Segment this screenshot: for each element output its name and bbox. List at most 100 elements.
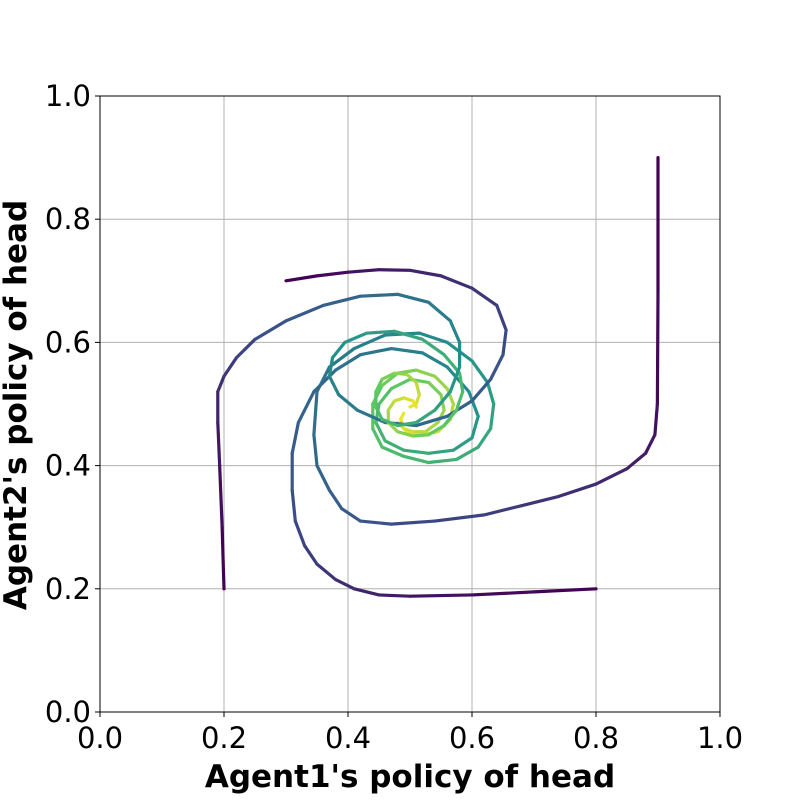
trajectory-segment [427, 423, 446, 437]
x-tick-label: 1.0 [697, 721, 743, 755]
trajectory-segment [414, 393, 421, 406]
trajectory-segment [343, 331, 369, 344]
trajectory-segment [454, 445, 480, 462]
trajectory-segment [470, 377, 493, 403]
trajectory-segment [445, 365, 471, 394]
trajectory-segment [396, 430, 415, 438]
trajectory-segment [374, 377, 384, 394]
trajectory-segment [458, 371, 465, 394]
grid [99, 95, 721, 713]
trajectory-segment [408, 268, 443, 278]
x-axis-label: Agent1's policy of head [205, 759, 615, 795]
trajectory-segment [380, 371, 400, 388]
x-tick-label: 0.4 [325, 721, 371, 755]
trajectory-segment [594, 467, 629, 486]
trajectory-segment [489, 402, 496, 431]
trajectory-segment [303, 544, 319, 566]
y-tick-label: 0.4 [45, 449, 91, 483]
trajectory-segment [293, 519, 307, 548]
trajectory-segment [389, 346, 424, 355]
trajectory-segment [454, 390, 465, 412]
trajectory-segment [451, 436, 474, 452]
trajectory-segment [482, 504, 524, 517]
y-axis-ticks: 0.0 0.2 0.4 0.6 0.8 1.0 [45, 79, 100, 729]
trajectory-segment [470, 359, 490, 385]
trajectory-segment [408, 402, 418, 409]
trajectory-segment [643, 433, 657, 455]
trajectory-segment [423, 420, 440, 434]
trajectory-segment [358, 519, 393, 526]
trajectory-segment [380, 445, 406, 458]
trajectory-segment [383, 439, 406, 452]
trajectory-segment [315, 562, 338, 582]
trajectory-segment [377, 387, 393, 406]
trajectory-segment [327, 346, 356, 369]
x-tick-label: 0.8 [573, 721, 619, 755]
plot-frame [99, 95, 721, 713]
trajectory-segment [218, 464, 224, 529]
trajectory-segment [519, 494, 561, 508]
trajectory-segment [374, 405, 384, 421]
trajectory-segment [448, 319, 462, 344]
trajectory-segment [312, 433, 319, 468]
trajectory-segment [374, 420, 387, 443]
trajectory-segment [445, 399, 474, 418]
trajectory-segment [405, 372, 418, 385]
trajectory-segment [470, 414, 480, 440]
trajectory-segment [420, 351, 449, 369]
trajectory-segment [321, 294, 362, 308]
trajectory-segment [377, 268, 412, 272]
trajectory-segment [399, 411, 406, 421]
trajectory-segment [392, 329, 424, 341]
trajectory-segment [442, 408, 459, 428]
trajectory-segment [216, 374, 226, 394]
trajectory-segment [402, 396, 415, 403]
trajectory-segment [337, 393, 359, 412]
trajectory-segment [485, 380, 496, 406]
trajectory-segment [234, 337, 257, 360]
trajectory-segment [489, 353, 505, 381]
trajectory-segment [433, 513, 486, 523]
trajectory-segment [495, 303, 508, 332]
trajectory-segment [427, 457, 459, 465]
trajectory-segment [417, 331, 449, 344]
trajectory-segment [396, 292, 431, 304]
trajectory-segment [653, 402, 659, 437]
trajectory-segment [371, 427, 384, 449]
trajectory-segment [402, 448, 431, 455]
trajectory-segment [222, 356, 238, 378]
trajectory-segment [396, 420, 418, 428]
trajectory-segment [312, 390, 319, 437]
trajectory-segment [334, 577, 356, 591]
trajectory-segment [334, 353, 362, 372]
y-tick-label: 1.0 [45, 79, 91, 113]
trajectory-segment [327, 356, 335, 378]
x-axis-ticks: 0.0 0.2 0.4 0.6 0.8 1.0 [77, 712, 743, 755]
trajectory-segment [380, 417, 400, 428]
trajectory-segment [420, 337, 446, 357]
trajectory-segment [312, 368, 338, 394]
trajectory-segment [380, 371, 397, 381]
trajectory-segment [284, 274, 319, 283]
trajectory-segment [433, 390, 452, 412]
trajectory-segment [427, 448, 455, 455]
trajectory-segment [315, 464, 331, 492]
trajectory-1 [312, 156, 660, 526]
trajectory-segment [253, 319, 288, 341]
y-tick-label: 0.0 [45, 695, 91, 729]
trajectory-4 [216, 292, 462, 591]
trajectory-segment [414, 380, 421, 397]
trajectory-segment [476, 427, 493, 449]
trajectory-segment [532, 587, 598, 594]
trajectory-3 [284, 268, 508, 438]
trajectory-segment [355, 408, 387, 425]
y-tick-label: 0.8 [45, 202, 91, 236]
trajectory-segment [557, 482, 598, 498]
trajectory-segment [414, 368, 437, 378]
trajectory-segment [352, 333, 387, 351]
trajectory-segment [358, 346, 393, 357]
trajectory-segment [448, 365, 462, 394]
trajectory-segment [470, 590, 536, 597]
trajectory-segment [220, 525, 226, 591]
